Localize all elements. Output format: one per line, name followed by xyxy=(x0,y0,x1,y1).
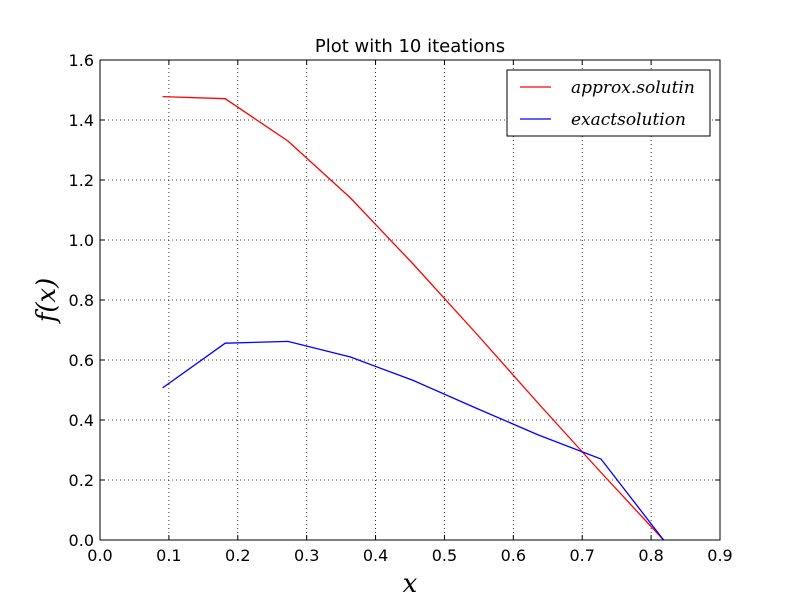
x-tick-label: 0.9 xyxy=(707,546,732,565)
x-tick-label: 0.3 xyxy=(294,546,319,565)
series-line-exact xyxy=(162,340,665,541)
y-tick-label: 0.8 xyxy=(69,291,94,310)
y-tick-label: 1.2 xyxy=(69,171,94,190)
y-tick-label: 0.4 xyxy=(69,411,94,430)
y-tick-label: 1.0 xyxy=(69,231,94,250)
x-tick-label: 0.0 xyxy=(87,546,112,565)
legend-box xyxy=(506,69,711,137)
axis-ticks: 0.0 0.1 0.2 0.3 0.4 0.5 0.6 0.7 0.8 0.9 0.0 0.2 0.4 0… xyxy=(69,51,733,565)
y-axis-label: f(x) xyxy=(32,278,62,325)
x-tick-label: 0.1 xyxy=(156,546,181,565)
y-tick-label: 1.4 xyxy=(69,111,94,130)
y-tick-label: 0.6 xyxy=(69,351,94,370)
y-tick-label: 0.2 xyxy=(69,471,94,490)
series-group xyxy=(162,95,665,541)
y-tick-label: 0.0 xyxy=(69,531,94,550)
x-tick-label: 0.5 xyxy=(432,546,457,565)
x-tick-label: 0.2 xyxy=(225,546,250,565)
legend-label-approx: approx.solutin xyxy=(571,78,695,98)
series-line-approx xyxy=(162,95,665,541)
x-tick-label: 0.4 xyxy=(363,546,388,565)
legend-label-exact: exactsolution xyxy=(571,110,686,130)
y-tick-label: 1.6 xyxy=(69,51,94,70)
x-tick-label: 0.8 xyxy=(638,546,663,565)
x-tick-label: 0.7 xyxy=(569,546,594,565)
x-tick-label: 0.6 xyxy=(501,546,526,565)
chart-title: Plot with 10 iteations xyxy=(315,36,505,57)
legend: approx.solutin exactsolution xyxy=(506,69,711,137)
x-axis-label: x xyxy=(403,569,418,599)
